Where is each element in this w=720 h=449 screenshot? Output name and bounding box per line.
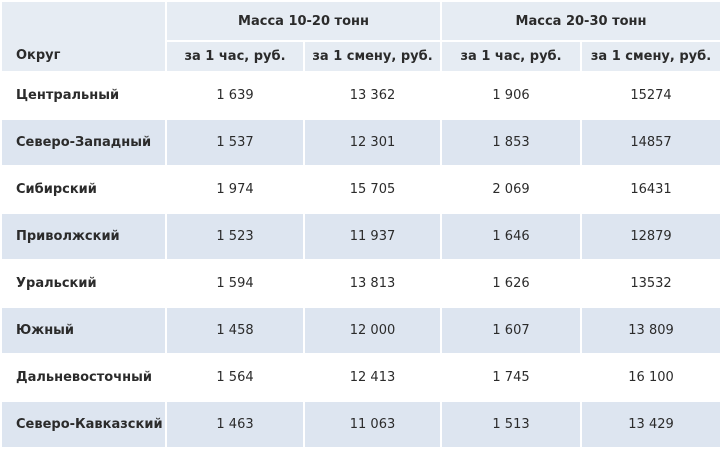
district-name: Уральский	[0, 259, 167, 308]
table-body: Центральный 1 639 13 362 1 906 15274 Северо-З…	[0, 71, 720, 449]
table-row: Уральский 1 594 13 813 1 626 13532	[0, 259, 720, 308]
table-row: Северо-Западный 1 537 12 301 1 853 14857	[0, 118, 720, 167]
price-cell: 16431	[580, 165, 720, 214]
price-cell: 11 063	[302, 400, 443, 449]
price-cell: 16 100	[580, 353, 720, 402]
group-header: Масса 10-20 тонн	[164, 0, 443, 42]
district-name: Сибирский	[0, 165, 167, 214]
price-cell: 12 413	[302, 353, 443, 402]
district-name: Приволжский	[0, 212, 167, 261]
price-cell: 1 646	[440, 212, 583, 261]
district-name: Южный	[0, 306, 167, 355]
price-cell: 15274	[580, 71, 720, 120]
price-cell: 1 463	[165, 400, 305, 449]
price-cell: 13 809	[580, 306, 720, 355]
price-cell: 12 000	[302, 306, 443, 355]
price-cell: 1 458	[165, 306, 305, 355]
price-cell: 11 937	[302, 212, 443, 261]
table-row: Северо-Кавказский 1 463 11 063 1 513 13 429	[0, 400, 720, 449]
price-cell: 13 813	[302, 259, 443, 308]
subheader: за 1 смену, руб.	[580, 40, 720, 73]
price-cell: 1 974	[165, 165, 305, 214]
table-row: Южный 1 458 12 000 1 607 13 809	[0, 306, 720, 355]
price-cell: 1 564	[165, 353, 305, 402]
price-cell: 1 594	[165, 259, 305, 308]
price-cell: 1 853	[440, 118, 583, 167]
table-row: Дальневосточный 1 564 12 413 1 745 16 100	[0, 353, 720, 402]
price-cell: 1 523	[165, 212, 305, 261]
corner-header: Округ	[0, 0, 167, 73]
price-cell: 1 639	[165, 71, 305, 120]
table-row: Приволжский 1 523 11 937 1 646 12879	[0, 212, 720, 261]
district-name: Северо-Кавказский	[0, 400, 167, 449]
price-cell: 1 513	[440, 400, 583, 449]
price-cell: 13 429	[580, 400, 720, 449]
price-cell: 14857	[580, 118, 720, 167]
subheader: за 1 час, руб.	[165, 40, 305, 73]
district-name: Северо-Западный	[0, 118, 167, 167]
price-cell: 13 362	[302, 71, 443, 120]
price-cell: 1 745	[440, 353, 583, 402]
price-cell: 1 906	[440, 71, 583, 120]
price-cell: 1 607	[440, 306, 583, 355]
price-cell: 13532	[580, 259, 720, 308]
price-cell: 15 705	[302, 165, 443, 214]
subheader: за 1 час, руб.	[440, 40, 583, 73]
subheader: за 1 смену, руб.	[302, 40, 443, 73]
group-header: Масса 20-30 тонн	[440, 0, 720, 42]
price-cell: 1 626	[440, 259, 583, 308]
district-name: Центральный	[0, 71, 167, 120]
district-name: Дальневосточный	[0, 353, 167, 402]
price-cell: 2 069	[440, 165, 583, 214]
subheader-row: за 1 час, руб. за 1 смену, руб. за 1 час, …	[1, 40, 720, 73]
price-cell: 1 537	[165, 118, 305, 167]
table-row: Сибирский 1 974 15 705 2 069 16431	[0, 165, 720, 214]
price-cell: 12879	[580, 212, 720, 261]
table-row: Центральный 1 639 13 362 1 906 15274	[0, 71, 720, 120]
price-cell: 12 301	[302, 118, 443, 167]
